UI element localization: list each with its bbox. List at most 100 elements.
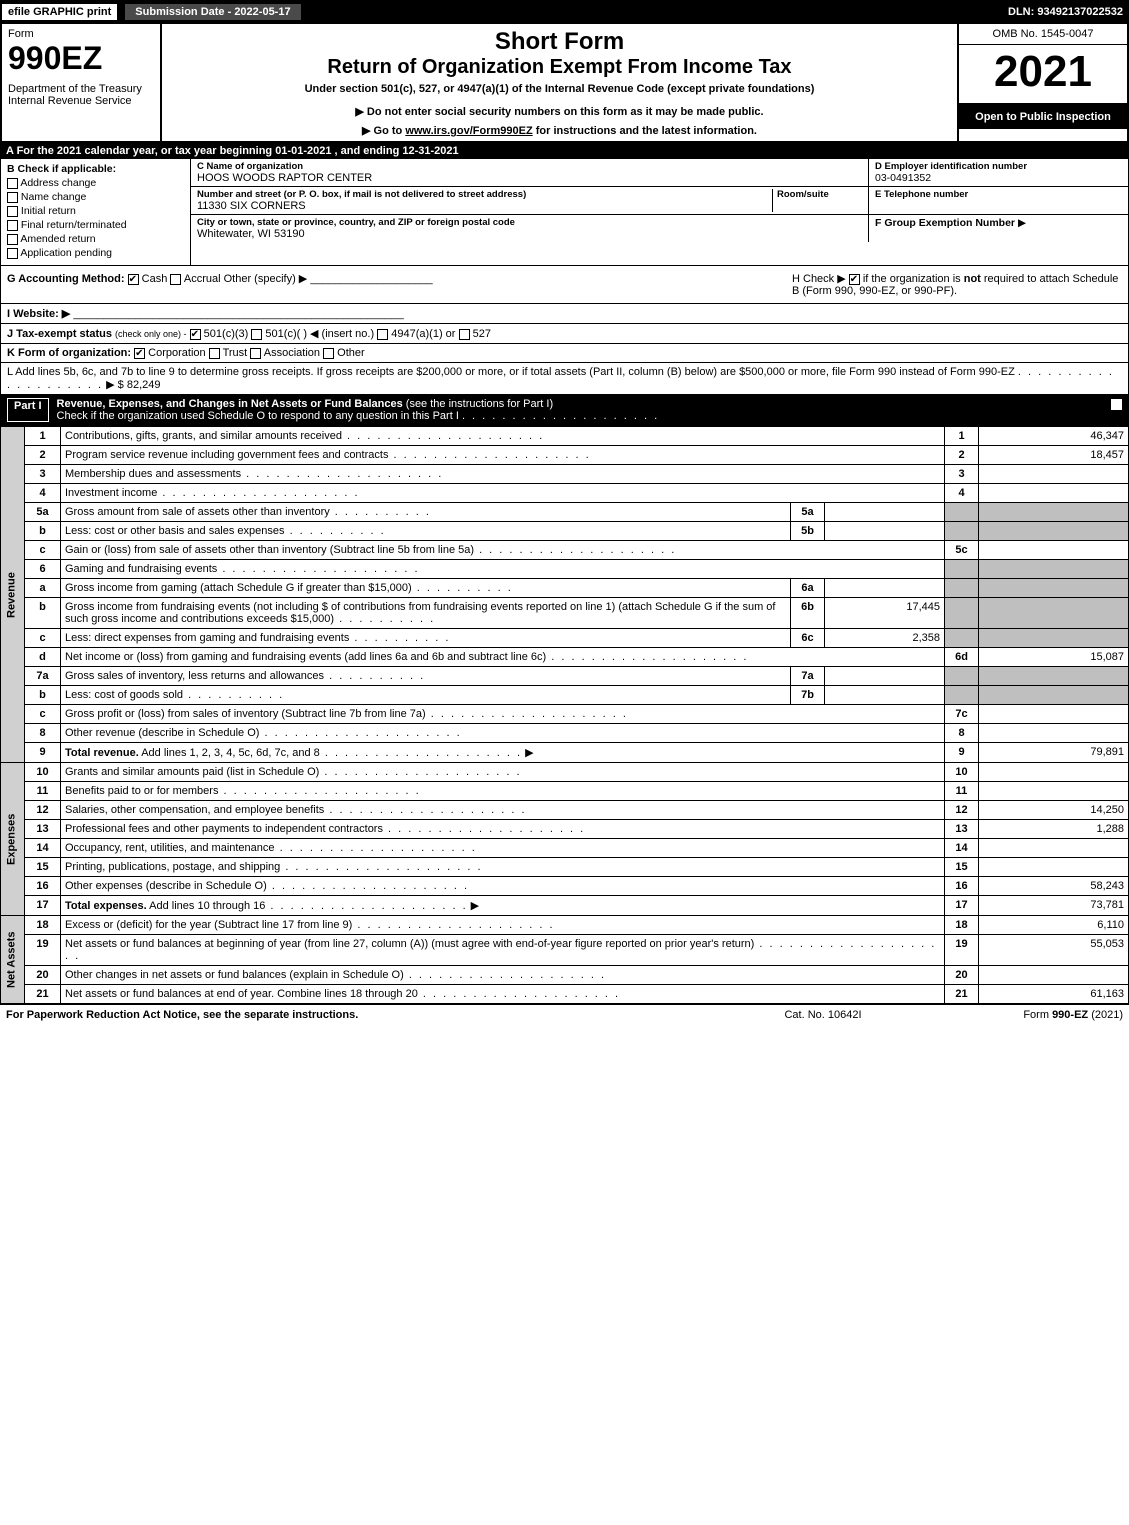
schedule-b-checkbox[interactable] xyxy=(849,274,860,285)
line-number: b xyxy=(25,522,61,541)
4947-checkbox[interactable] xyxy=(377,329,388,340)
right-line-number xyxy=(945,667,979,686)
g-label: G Accounting Method: xyxy=(7,273,125,285)
right-line-number: 15 xyxy=(945,858,979,877)
mid-line-number: 7b xyxy=(791,686,825,705)
right-value: 14,250 xyxy=(979,801,1129,820)
right-value: 73,781 xyxy=(979,896,1129,916)
part-1-checkline: Check if the organization used Schedule … xyxy=(57,410,459,422)
right-value xyxy=(979,686,1129,705)
line-number: 15 xyxy=(25,858,61,877)
part-1-dots xyxy=(462,410,659,422)
part-1-schedule-o-checkbox[interactable] xyxy=(1111,399,1122,410)
city-value: Whitewater, WI 53190 xyxy=(197,228,862,240)
ein-value: 03-0491352 xyxy=(875,172,1122,184)
other-org-label: Other xyxy=(337,347,365,359)
line-description: Other expenses (describe in Schedule O) xyxy=(61,877,945,896)
right-line-number: 19 xyxy=(945,935,979,966)
right-line-number xyxy=(945,686,979,705)
line-number: 2 xyxy=(25,446,61,465)
mid-line-number: 5b xyxy=(791,522,825,541)
trust-checkbox[interactable] xyxy=(209,348,220,359)
form-ref: Form 990-EZ (2021) xyxy=(923,1009,1123,1021)
right-line-number: 7c xyxy=(945,705,979,724)
side-label-expenses: Expenses xyxy=(1,763,25,916)
right-value xyxy=(979,724,1129,743)
right-value xyxy=(979,966,1129,985)
mid-value xyxy=(825,667,945,686)
other-org-checkbox[interactable] xyxy=(323,348,334,359)
address-change-checkbox[interactable] xyxy=(7,178,18,189)
efile-print-label[interactable]: efile GRAPHIC print xyxy=(0,2,119,22)
line-number: d xyxy=(25,648,61,667)
right-line-number: 21 xyxy=(945,985,979,1004)
line-description: Grants and similar amounts paid (list in… xyxy=(61,763,945,782)
501c3-checkbox[interactable] xyxy=(190,329,201,340)
amended-return-checkbox[interactable] xyxy=(7,234,18,245)
line-number: 9 xyxy=(25,743,61,763)
mid-value xyxy=(825,522,945,541)
part-1-table: Revenue1Contributions, gifts, grants, an… xyxy=(0,426,1129,1004)
right-value xyxy=(979,667,1129,686)
line-number: 17 xyxy=(25,896,61,916)
cat-no: Cat. No. 10642I xyxy=(723,1009,923,1021)
line-description: Gaming and fundraising events xyxy=(61,560,945,579)
street-label: Number and street (or P. O. box, if mail… xyxy=(197,189,772,200)
right-value xyxy=(979,705,1129,724)
mid-value xyxy=(825,579,945,598)
501c-checkbox[interactable] xyxy=(251,329,262,340)
f-arrow: ▶ xyxy=(1018,217,1026,229)
line-description: Gain or (loss) from sale of assets other… xyxy=(61,541,945,560)
association-checkbox[interactable] xyxy=(250,348,261,359)
header-center: Short Form Return of Organization Exempt… xyxy=(162,24,957,141)
line-description: Less: cost or other basis and sales expe… xyxy=(61,522,791,541)
line-description: Gross income from fundraising events (no… xyxy=(61,598,791,629)
line-description: Excess or (deficit) for the year (Subtra… xyxy=(61,916,945,935)
527-checkbox[interactable] xyxy=(459,329,470,340)
line-description: Professional fees and other payments to … xyxy=(61,820,945,839)
row-i-website: I Website: ▶ ___________________________… xyxy=(0,304,1129,324)
association-label: Association xyxy=(264,347,320,359)
line-description: Total revenue. Add lines 1, 2, 3, 4, 5c,… xyxy=(61,743,945,763)
right-value xyxy=(979,858,1129,877)
row-j-tax-exempt: J Tax-exempt status (check only one) - 5… xyxy=(0,324,1129,344)
line-description: Gross amount from sale of assets other t… xyxy=(61,503,791,522)
c-name-label: C Name of organization xyxy=(197,161,862,172)
line-description: Gross sales of inventory, less returns a… xyxy=(61,667,791,686)
right-line-number xyxy=(945,598,979,629)
part-1-title: Revenue, Expenses, and Changes in Net As… xyxy=(57,398,1100,422)
application-pending-checkbox[interactable] xyxy=(7,248,18,259)
line-description: Other revenue (describe in Schedule O) xyxy=(61,724,945,743)
header-left: Form 990EZ Department of the Treasury In… xyxy=(2,24,162,141)
dln-label: DLN: 93492137022532 xyxy=(1008,6,1129,18)
form-word: Form xyxy=(8,28,154,40)
e-telephone-label: E Telephone number xyxy=(875,189,1122,200)
room-suite-label: Room/suite xyxy=(777,189,862,200)
corporation-checkbox[interactable] xyxy=(134,348,145,359)
right-line-number: 5c xyxy=(945,541,979,560)
page-footer: For Paperwork Reduction Act Notice, see … xyxy=(0,1004,1129,1025)
accrual-checkbox[interactable] xyxy=(170,274,181,285)
line-description: Net assets or fund balances at end of ye… xyxy=(61,985,945,1004)
initial-return-checkbox[interactable] xyxy=(7,206,18,217)
line-description: Printing, publications, postage, and shi… xyxy=(61,858,945,877)
line-description: Other changes in net assets or fund bala… xyxy=(61,966,945,985)
amended-return-label: Amended return xyxy=(20,233,95,245)
right-line-number: 11 xyxy=(945,782,979,801)
final-return-checkbox[interactable] xyxy=(7,220,18,231)
instr-goto: ▶ Go to www.irs.gov/Form990EZ for instru… xyxy=(170,124,949,137)
form-ref-bold: 990-EZ xyxy=(1052,1009,1088,1021)
line-description: Total expenses. Add lines 10 through 16 … xyxy=(61,896,945,916)
line-number: 6 xyxy=(25,560,61,579)
line-description: Less: cost of goods sold xyxy=(61,686,791,705)
cash-checkbox[interactable] xyxy=(128,274,139,285)
mid-value xyxy=(825,686,945,705)
right-value: 79,891 xyxy=(979,743,1129,763)
right-value: 6,110 xyxy=(979,916,1129,935)
part-1-title-bold: Revenue, Expenses, and Changes in Net As… xyxy=(57,398,403,410)
mid-value: 17,445 xyxy=(825,598,945,629)
irs-link[interactable]: www.irs.gov/Form990EZ xyxy=(405,125,532,137)
line-number: 14 xyxy=(25,839,61,858)
name-change-checkbox[interactable] xyxy=(7,192,18,203)
line-number: 12 xyxy=(25,801,61,820)
